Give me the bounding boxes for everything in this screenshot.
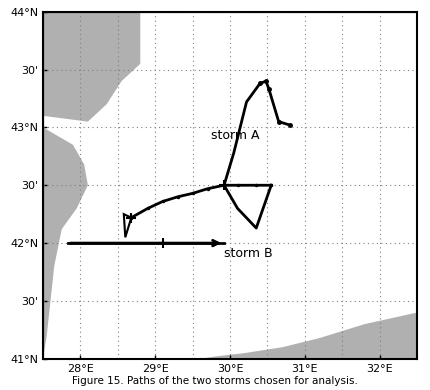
Text: Figure 15. Paths of the two storms chosen for analysis.: Figure 15. Paths of the two storms chose… (72, 376, 358, 386)
Polygon shape (43, 12, 140, 122)
Text: storm B: storm B (224, 247, 273, 260)
Polygon shape (200, 312, 417, 359)
Polygon shape (43, 128, 88, 359)
Text: storm A: storm A (212, 129, 260, 142)
